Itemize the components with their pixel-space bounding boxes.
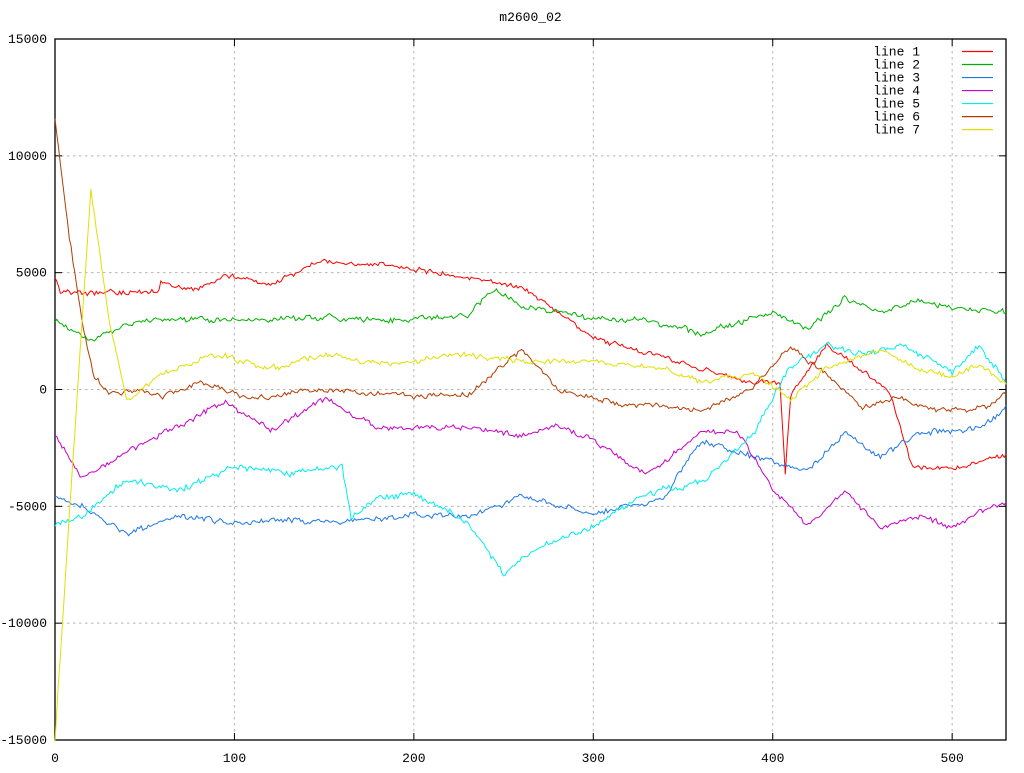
svg-text:line 7: line 7 [873, 123, 920, 138]
svg-text:200: 200 [402, 751, 425, 766]
svg-text:15000: 15000 [8, 32, 47, 47]
svg-text:m2600_02: m2600_02 [499, 10, 561, 25]
svg-text:-5000: -5000 [8, 499, 47, 514]
svg-text:500: 500 [940, 751, 963, 766]
svg-text:300: 300 [582, 751, 605, 766]
svg-text:400: 400 [761, 751, 784, 766]
svg-text:100: 100 [223, 751, 246, 766]
svg-text:-10000: -10000 [0, 616, 47, 631]
svg-text:-15000: -15000 [0, 733, 47, 748]
svg-text:0: 0 [51, 751, 59, 766]
svg-text:0: 0 [39, 383, 47, 398]
svg-text:10000: 10000 [8, 149, 47, 164]
svg-text:5000: 5000 [16, 266, 47, 281]
